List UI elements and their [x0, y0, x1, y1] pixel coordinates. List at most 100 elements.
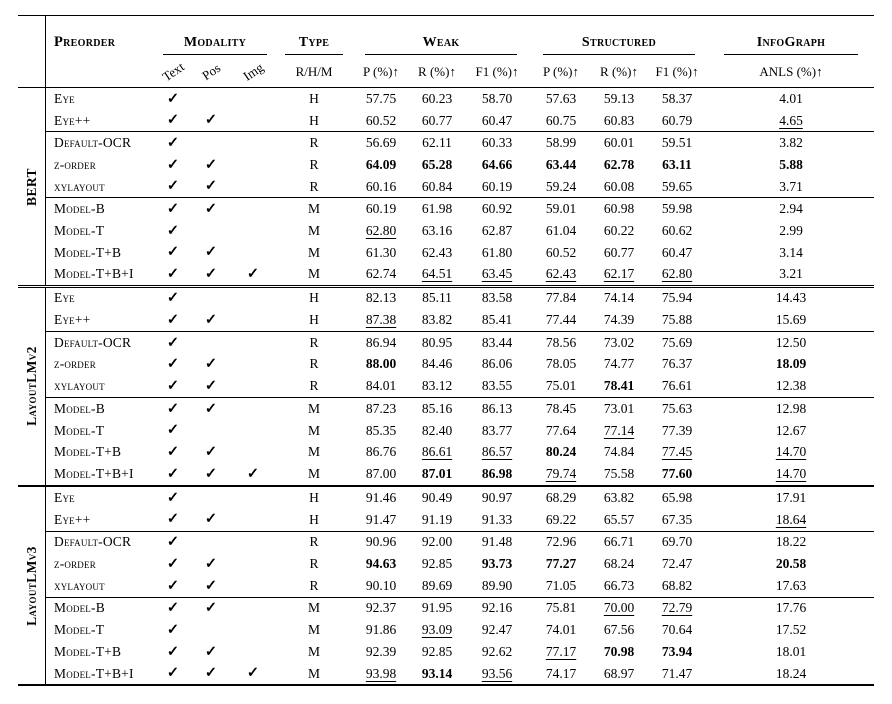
type-value: M — [307, 400, 320, 416]
checkmark-icon-text-check: ✓ — [166, 90, 180, 107]
metric-value: 89.69 — [421, 577, 453, 593]
table-row: z-order ✓ ✓ R 94.63 92.85 93.73 77.27 68.24 72.47… — [46, 553, 874, 575]
metric-value: 77.17 — [545, 643, 577, 659]
metric-value: 83.77 — [481, 422, 513, 438]
metric-value: 91.95 — [421, 600, 453, 616]
table-row: Model-T+B ✓ ✓ M 61.30 62.43 61.80 60.52 60.77 60.… — [46, 242, 874, 264]
metric-value: 87.00 — [365, 465, 397, 481]
metric-value: 76.61 — [661, 378, 693, 394]
table-row: Model-B ✓ ✓ M 60.19 61.98 60.92 59.01 60.98 59.98… — [46, 198, 874, 220]
metric-value: 60.47 — [481, 112, 513, 128]
type-value: R — [309, 178, 319, 194]
structured-group-label: Structured — [543, 35, 695, 55]
row-group: Eye ✓ H 82.13 85.11 83.58 77.84 74.14 75.94 14.43… — [46, 288, 874, 331]
section-rows: Eye ✓ H 57.75 60.23 58.70 57.63 59.13 58.37 4.01 E… — [45, 88, 874, 286]
table-row: z-order ✓ ✓ R 88.00 84.46 86.06 78.05 74.77 76.37… — [46, 354, 874, 376]
type-value: M — [307, 465, 320, 481]
checkmark-icon-text-check: ✓ — [166, 422, 180, 439]
checkmark-icon-text-check: ✓ — [166, 555, 180, 572]
metric-value: 60.19 — [365, 201, 397, 217]
metric-value: 93.14 — [421, 665, 453, 681]
checkmark-icon-text-check: ✓ — [166, 600, 180, 617]
row-group: Default-OCR ✓ R 90.96 92.00 91.48 72.96 66.71 69… — [46, 530, 874, 597]
table-row: Default-OCR ✓ R 90.96 92.00 91.48 72.96 66.71 69… — [46, 532, 874, 554]
checkmark-icon-text-check: ✓ — [166, 489, 180, 506]
checkmark-icon-pos-check: ✓ — [204, 311, 218, 328]
row-label: Eye — [54, 490, 75, 505]
metric-value: 83.12 — [421, 378, 453, 394]
section-rows: Eye ✓ H 82.13 85.11 83.58 77.84 74.14 75.94 14.43… — [45, 287, 874, 485]
table-row: Eye ✓ H 57.75 60.23 58.70 57.63 59.13 58.37 4.01 — [46, 88, 874, 110]
metric-value: 17.63 — [775, 577, 807, 593]
metric-value: 85.41 — [481, 312, 513, 328]
metric-value: 78.45 — [545, 400, 577, 416]
metric-value: 3.71 — [779, 178, 803, 194]
row-label: Model-T — [54, 422, 105, 438]
metric-value: 12.98 — [775, 400, 807, 416]
metric-value: 74.17 — [545, 665, 577, 681]
metric-value: 90.49 — [421, 490, 453, 505]
metric-value: 90.97 — [481, 490, 513, 505]
weak-recall-header: R (%)↑ — [418, 63, 456, 79]
metric-value: 71.05 — [545, 577, 577, 593]
table-row: z-order ✓ ✓ R 64.09 65.28 64.66 63.44 62.78 63.11… — [46, 154, 874, 176]
type-value: M — [307, 600, 320, 616]
metric-value: 85.35 — [365, 422, 397, 438]
metric-value: 14.70 — [775, 444, 807, 460]
modality-text-header: Text — [159, 58, 187, 84]
weak-precision-header: P (%)↑ — [363, 63, 399, 79]
row-group: Eye ✓ H 91.46 90.49 90.97 68.29 63.82 65.98 17.91… — [46, 487, 874, 530]
metric-value: 75.63 — [661, 400, 693, 416]
checkmark-icon-text-check: ✓ — [166, 112, 180, 129]
checkmark-icon-pos-check: ✓ — [204, 156, 218, 173]
metric-value: 62.74 — [365, 266, 397, 282]
metric-value: 82.13 — [365, 290, 397, 306]
metric-value: 87.01 — [421, 465, 453, 481]
metric-value: 77.64 — [545, 422, 577, 438]
checkmark-icon-pos-check: ✓ — [204, 465, 218, 482]
structured-precision-header: P (%)↑ — [543, 63, 579, 79]
table-row: xylayout ✓ ✓ R 84.01 83.12 83.55 75.01 78.41 76.6… — [46, 375, 874, 397]
metric-value: 84.01 — [365, 378, 397, 394]
model-section-bert: BERT Eye ✓ H 57.75 60.23 58.70 57.63 59.13 58.37 4… — [18, 88, 874, 286]
type-rhm-header: R/H/M — [295, 63, 333, 79]
metric-value: 63.45 — [481, 266, 513, 282]
metric-value: 61.30 — [365, 244, 397, 260]
metric-value: 71.47 — [661, 665, 693, 681]
type-value: R — [309, 556, 319, 572]
row-label: Model-T+B+I — [54, 465, 134, 481]
infograph-group-label: InfoGraph — [724, 35, 858, 55]
metric-value: 77.14 — [603, 422, 635, 438]
table-row: Eye++ ✓ ✓ H 91.47 91.19 91.33 69.22 65.57 67.35 18… — [46, 509, 874, 531]
metric-value: 74.01 — [545, 622, 577, 638]
metric-value: 90.96 — [365, 534, 397, 550]
metric-value: 78.05 — [545, 356, 577, 372]
row-label: Model-T — [54, 222, 105, 238]
metric-value: 92.00 — [421, 534, 453, 550]
metric-value: 77.27 — [545, 556, 577, 572]
metric-value: 75.01 — [545, 378, 577, 394]
checkmark-icon-pos-check: ✓ — [204, 643, 218, 660]
checkmark-icon-pos-check: ✓ — [204, 400, 218, 417]
type-value: M — [307, 222, 320, 238]
metric-value: 14.43 — [775, 290, 807, 306]
metric-value: 12.38 — [775, 378, 807, 394]
metric-value: 62.87 — [481, 222, 513, 238]
metric-value: 60.77 — [603, 244, 635, 260]
metric-value: 60.92 — [481, 201, 513, 217]
checkmark-icon-pos-check: ✓ — [204, 244, 218, 261]
preorder-column-header: Preorder — [54, 34, 116, 50]
checkmark-icon-text-check: ✓ — [166, 266, 180, 283]
metric-value: 5.88 — [779, 156, 803, 172]
metric-value: 12.67 — [775, 422, 807, 438]
metric-value: 62.11 — [422, 135, 452, 151]
metric-value: 75.81 — [545, 600, 577, 616]
metric-value: 77.45 — [661, 444, 693, 460]
metric-value: 3.21 — [779, 266, 803, 282]
modality-group-header: Modality — [154, 16, 276, 56]
section-side-column: LayoutLMv3 — [18, 487, 45, 684]
checkmark-icon-text-check: ✓ — [166, 290, 180, 307]
metric-value: 61.98 — [421, 201, 453, 217]
checkmark-icon-text-check: ✓ — [166, 178, 180, 195]
section-label: LayoutLMv3 — [23, 545, 39, 626]
